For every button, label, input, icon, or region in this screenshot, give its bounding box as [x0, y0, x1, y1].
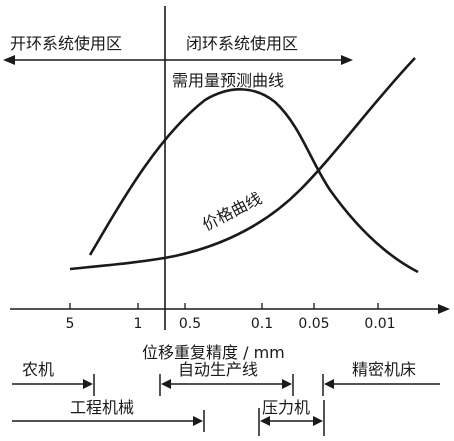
tick-label-0-05: 0.05 [298, 316, 329, 332]
tick-label-5: 5 [66, 316, 75, 332]
demand-forecast-curve [88, 88, 419, 274]
automation-line-range-right-arrow [282, 379, 292, 389]
tick-label-0-5: 0.5 [179, 316, 201, 332]
automation-line-label: 自动生产线 [178, 360, 258, 379]
price-curve-label: 价格曲线 [199, 189, 265, 235]
open-loop-region-label: 开环系统使用区 [10, 34, 122, 53]
tick-label-0-1: 0.1 [251, 316, 273, 332]
price-curve [69, 57, 416, 271]
engineering-machinery-range-arrow [193, 416, 203, 426]
tick-label-0-01: 0.01 [364, 316, 395, 332]
x-axis-arrow-head [438, 304, 450, 314]
precision-machine-tool-label: 精密机床 [352, 360, 416, 379]
demand-curve-label: 需用量预测曲线 [172, 71, 284, 90]
farm-machinery-range-arrow [83, 379, 93, 389]
closed-loop-region-label: 闭环系统使用区 [186, 34, 298, 53]
press-range-left-arrow [260, 416, 270, 426]
x-axis-title: 位移重复精度 / mm [142, 343, 285, 362]
farm-machinery-label: 农机 [22, 360, 54, 379]
press-range-right-arrow [313, 416, 323, 426]
tick-label-1: 1 [134, 316, 143, 332]
region-arrow-right-head [341, 55, 353, 65]
region-arrow-left-head [3, 55, 15, 65]
press-label: 压力机 [262, 398, 310, 417]
engineering-machinery-label: 工程机械 [70, 398, 134, 417]
automation-line-range-left-arrow [161, 379, 171, 389]
precision-machine-tool-range-arrow [324, 379, 334, 389]
